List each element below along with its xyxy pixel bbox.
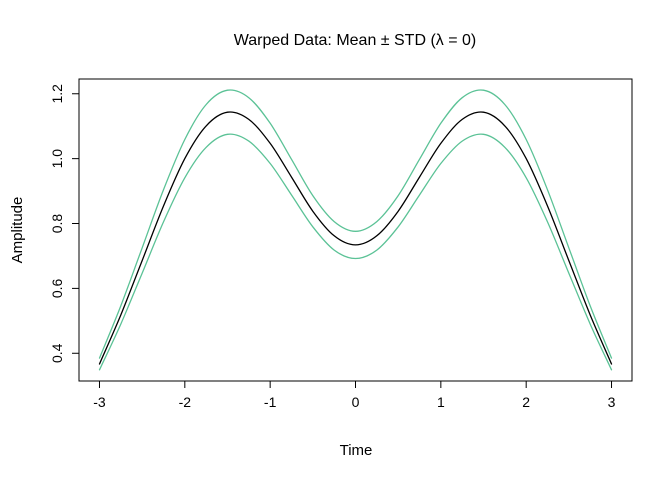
- curve-lower-std: [98, 133, 613, 371]
- x-tick-label: -2: [179, 394, 192, 410]
- x-axis-ticks: -3 -2 -1 0 1 2 3: [93, 381, 616, 410]
- x-tick-label: 2: [522, 394, 530, 410]
- x-tick-label: -1: [264, 394, 277, 410]
- y-axis-label: Amplitude: [9, 197, 26, 264]
- curve-upper-std: [98, 89, 613, 359]
- y-tick-label: 1.0: [49, 149, 65, 169]
- y-tick-label: 1.2: [49, 84, 65, 104]
- y-tick-label: 0.8: [49, 214, 65, 234]
- y-axis-ticks: 0.4 0.6 0.8 1.0 1.2: [49, 84, 79, 363]
- plot-box: [78, 78, 633, 382]
- curves-group: [98, 89, 613, 371]
- x-tick-label: 1: [437, 394, 445, 410]
- x-tick-label: 0: [352, 394, 360, 410]
- curve-mean: [98, 111, 613, 365]
- y-tick-label: 0.6: [49, 278, 65, 298]
- x-tick-label: -3: [93, 394, 106, 410]
- y-tick-label: 0.4: [49, 343, 65, 363]
- x-tick-label: 3: [608, 394, 616, 410]
- plot-title: Warped Data: Mean ± STD (λ = 0): [234, 32, 477, 49]
- x-axis-label: Time: [340, 442, 373, 459]
